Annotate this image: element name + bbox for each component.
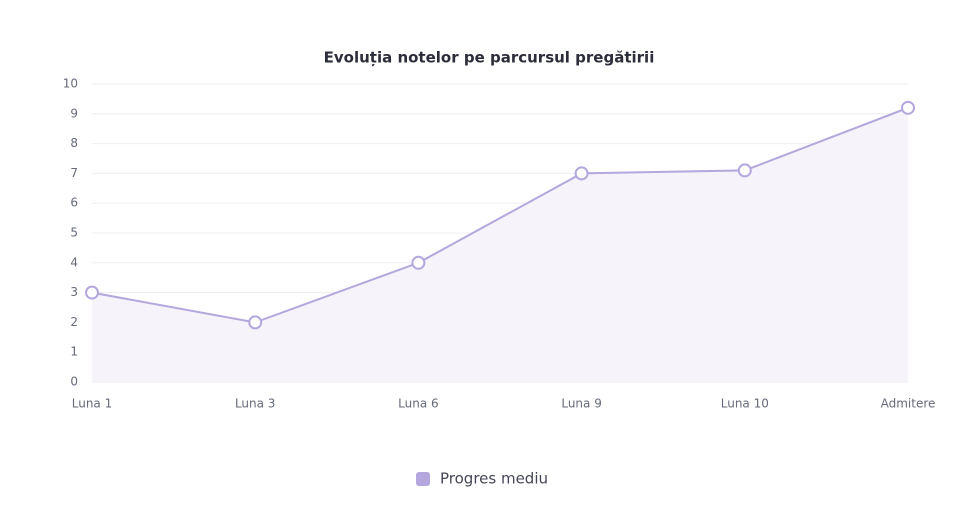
y-tick-label: 6 <box>70 196 78 210</box>
point <box>901 100 915 115</box>
point <box>85 285 99 300</box>
y-tick-label: 3 <box>70 285 78 299</box>
point <box>248 315 263 330</box>
chart-title: Evoluția notelor pe parcursul pregătirii <box>324 49 655 67</box>
x-tick-label: Luna 10 <box>721 397 769 411</box>
x-tick-label: Luna 6 <box>398 397 439 411</box>
x-tick-label: Luna 1 <box>72 397 113 411</box>
x-tick-label: Luna 3 <box>235 397 276 411</box>
point <box>737 163 752 178</box>
legend-label: Progres mediu <box>440 470 548 488</box>
y-tick-label: 4 <box>70 255 78 269</box>
point <box>574 166 589 181</box>
point <box>411 255 426 270</box>
y-tick-label: 5 <box>70 226 78 240</box>
y-tick-label: 7 <box>70 166 78 180</box>
area <box>92 107 908 382</box>
x-tick-label: Luna 9 <box>561 397 602 411</box>
y-tick-label: 2 <box>70 315 78 329</box>
legend-swatch <box>416 472 430 486</box>
line <box>91 106 909 324</box>
y-tick-label: 1 <box>70 345 78 359</box>
y-tick-label: 10 <box>63 77 78 91</box>
y-tick-label: 9 <box>70 106 78 120</box>
y-tick-label: 0 <box>70 375 78 389</box>
x-tick-label: Admitere <box>881 397 936 411</box>
y-tick-label: 8 <box>70 136 78 150</box>
